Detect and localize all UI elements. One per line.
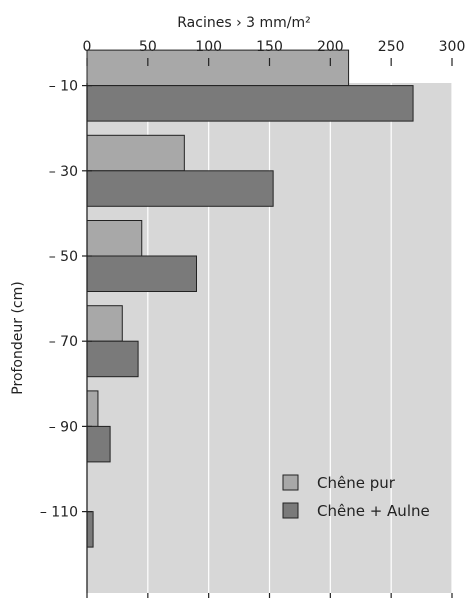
legend-swatch-chene-pur [282, 474, 299, 491]
x-tick-label-200: 200 [317, 39, 344, 55]
bar-series0-depth-70 [86, 305, 123, 342]
x-tick-label-50: 50 [139, 39, 157, 55]
bar-series0-depth-90 [86, 390, 99, 427]
y-tick-label-110: – 110 [40, 505, 78, 521]
x-axis-ticks: 0 50 100 150 200 250 300 [83, 39, 466, 598]
legend-label-chene-pur: Chêne pur [317, 474, 396, 492]
bar-series1-depth-50 [86, 255, 197, 292]
x-axis-title: Racines › 3 mm/m² [177, 15, 310, 31]
y-tick-label-70: – 70 [49, 334, 78, 350]
y-tick-label-30: – 30 [49, 164, 78, 180]
x-tick-label-300: 300 [439, 39, 466, 55]
y-tick-label-50: – 50 [49, 249, 78, 265]
bar-series0-depth-30 [86, 134, 185, 172]
y-tick-label-10: – 10 [49, 79, 78, 95]
x-tick-label-100: 100 [195, 39, 222, 55]
bar-series0-depth-50 [86, 220, 143, 257]
bar-series1-depth-90 [86, 425, 111, 463]
y-tick-label-90: – 90 [49, 419, 78, 435]
x-tick-label-150: 150 [256, 39, 283, 55]
y-axis-title: Profondeur (cm) [10, 281, 26, 394]
bar-series1-depth-10 [86, 85, 414, 122]
bar-series0-depth-10 [86, 49, 350, 87]
bars [86, 49, 414, 548]
legend-label-chene-aulne: Chêne + Aulne [317, 502, 430, 520]
bar-series1-depth-110 [86, 511, 94, 548]
legend: Chêne pur Chêne + Aulne [282, 474, 430, 520]
y-axis-ticks: – 10 – 30 – 50 – 70 – 90 – 110 [40, 79, 92, 521]
legend-swatch-chene-aulne [282, 502, 299, 519]
x-tick-label-250: 250 [378, 39, 405, 55]
bar-series1-depth-30 [86, 170, 274, 207]
x-tick-label-0: 0 [83, 39, 92, 55]
bar-series1-depth-70 [86, 340, 139, 378]
